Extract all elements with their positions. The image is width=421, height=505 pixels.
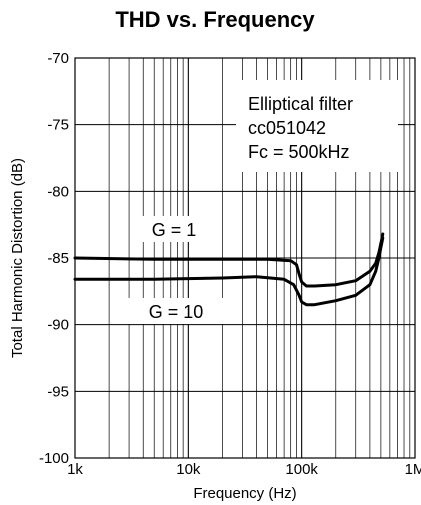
x-tick-label: 10k [176, 461, 201, 478]
x-axis-label: Frequency (Hz) [193, 485, 296, 502]
y-axis-label: Total Harmonic Distortion (dB) [9, 158, 26, 358]
series-label-background [128, 298, 224, 324]
y-tick-label: -100 [39, 450, 69, 467]
y-tick-label: -75 [47, 117, 69, 134]
annotation-line-1: Elliptical filter [248, 94, 353, 114]
chart-title: THD vs. Frequency [115, 7, 315, 32]
annotation-box: Elliptical filter cc051042 Fc = 500kHz [236, 80, 398, 172]
annotation-line-3: Fc = 500kHz [248, 142, 350, 162]
y-tick-label: -90 [47, 317, 69, 334]
x-tick-label: 1M [405, 461, 421, 478]
x-tick-labels: 1k 10k 100k 1M [67, 461, 421, 478]
y-tick-labels: -70 -75 -80 -85 -90 -95 -100 [39, 50, 69, 467]
annotation-line-2: cc051042 [248, 118, 326, 138]
series-line-g10 [73, 236, 385, 307]
x-tick-label: 100k [285, 461, 318, 478]
y-tick-label: -70 [47, 50, 69, 67]
series-label: G = 1 [152, 220, 197, 240]
y-tick-label: -95 [47, 383, 69, 400]
series-line-g1 [73, 232, 385, 288]
series-layer [73, 232, 385, 307]
series-label: G = 10 [149, 302, 204, 322]
y-tick-label: -80 [47, 183, 69, 200]
series-labels: G = 1 G = 10 [128, 216, 224, 324]
x-tick-label: 1k [67, 461, 83, 478]
annotation-background [236, 80, 398, 172]
y-tick-label: -85 [47, 250, 69, 267]
plot-frame [74, 57, 416, 459]
series-label-background [134, 216, 214, 242]
